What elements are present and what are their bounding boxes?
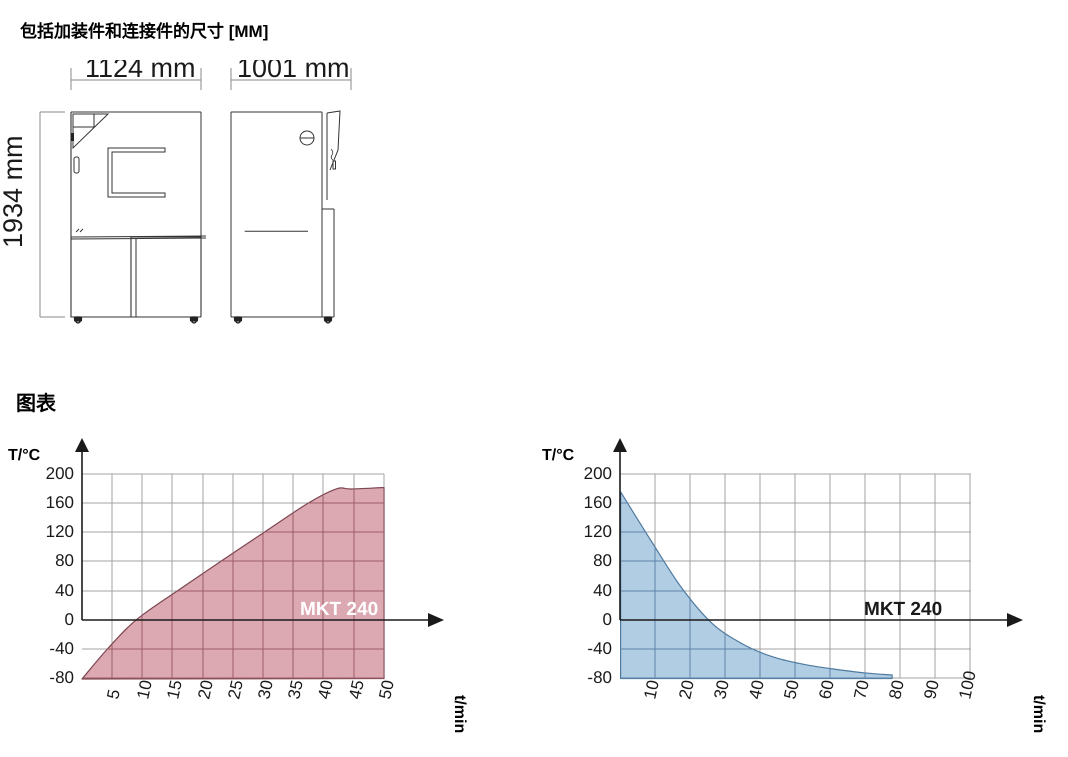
- svg-text:120: 120: [46, 522, 74, 541]
- svg-text:10: 10: [133, 678, 156, 700]
- svg-text:160: 160: [46, 493, 74, 512]
- svg-text:-80: -80: [49, 668, 74, 687]
- svg-text:30: 30: [710, 678, 733, 700]
- svg-text:50: 50: [780, 678, 803, 700]
- svg-text:90: 90: [920, 678, 943, 700]
- svg-text:200: 200: [584, 464, 612, 483]
- svg-text:30: 30: [254, 678, 277, 700]
- svg-text:70: 70: [850, 678, 873, 700]
- svg-text:40: 40: [55, 581, 74, 600]
- svg-text:100: 100: [955, 669, 979, 701]
- svg-text:5: 5: [103, 688, 124, 701]
- svg-text:60: 60: [815, 678, 838, 700]
- svg-text:10: 10: [640, 678, 663, 700]
- svg-text:MKT 240: MKT 240: [300, 599, 378, 620]
- svg-text:t/min: t/min: [1030, 695, 1047, 733]
- svg-text:20: 20: [675, 678, 698, 700]
- svg-text:120: 120: [584, 522, 612, 541]
- svg-text:MKT 240: MKT 240: [864, 599, 942, 620]
- svg-text:1124 mm: 1124 mm: [85, 60, 196, 83]
- svg-text:40: 40: [745, 678, 768, 700]
- svg-text:40: 40: [314, 678, 337, 700]
- svg-text:-80: -80: [587, 668, 612, 687]
- svg-text:80: 80: [593, 551, 612, 570]
- svg-text:-40: -40: [587, 639, 612, 658]
- svg-text:20: 20: [194, 678, 217, 700]
- svg-text:40: 40: [593, 581, 612, 600]
- svg-text:50: 50: [375, 678, 398, 700]
- svg-text:1934 mm: 1934 mm: [0, 135, 28, 248]
- svg-text:0: 0: [603, 610, 612, 629]
- svg-text:160: 160: [584, 493, 612, 512]
- svg-text:35: 35: [284, 678, 307, 700]
- svg-text:-40: -40: [49, 639, 74, 658]
- svg-text:15: 15: [163, 678, 186, 700]
- svg-text:1001 mm: 1001 mm: [237, 60, 350, 83]
- svg-text:80: 80: [885, 678, 908, 700]
- svg-text:t/min: t/min: [451, 695, 468, 733]
- svg-text:80: 80: [55, 551, 74, 570]
- svg-text:45: 45: [345, 678, 368, 700]
- svg-text:T/°C: T/°C: [542, 447, 575, 464]
- svg-text:200: 200: [46, 464, 74, 483]
- svg-text:25: 25: [224, 678, 247, 700]
- svg-text:T/°C: T/°C: [8, 447, 41, 464]
- svg-text:0: 0: [65, 610, 74, 629]
